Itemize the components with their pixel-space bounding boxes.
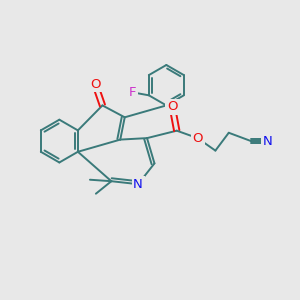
Text: N: N xyxy=(133,178,143,191)
Text: N: N xyxy=(262,135,272,148)
Text: O: O xyxy=(167,100,178,113)
Text: O: O xyxy=(192,132,203,145)
Text: O: O xyxy=(90,77,100,91)
Text: F: F xyxy=(129,86,136,99)
